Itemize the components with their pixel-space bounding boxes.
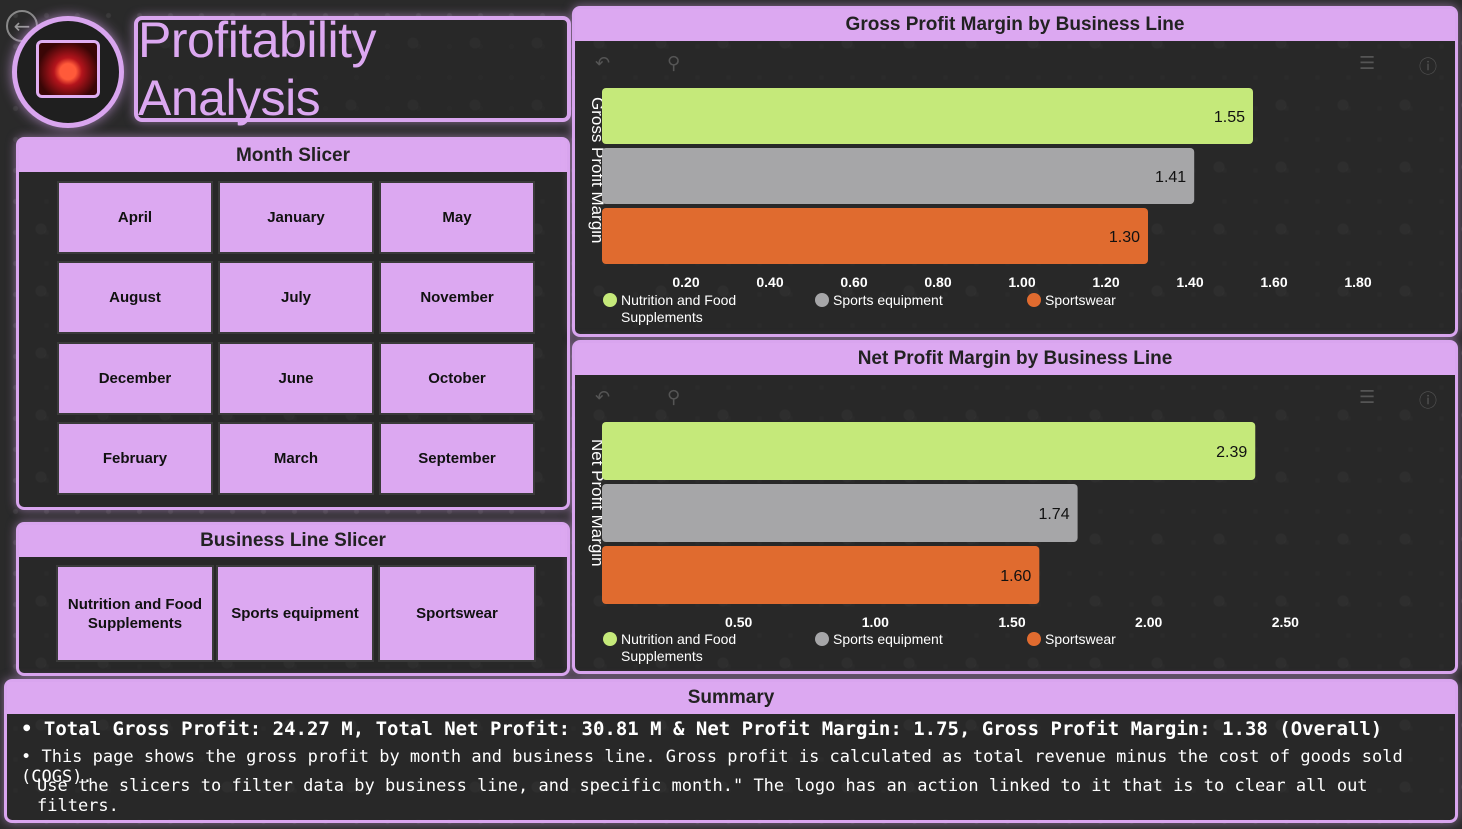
x-tick-label: 1.60 xyxy=(1260,274,1287,290)
bar-1[interactable] xyxy=(602,484,1078,542)
bar-2[interactable] xyxy=(602,208,1148,264)
net-profit-chart: Net Profit Margin by Business Line ↶ ⚲ ☰… xyxy=(572,340,1458,674)
net-profit-bars: 2.39 1.74 1.60 0.50 1.00 1.50 2.00 2.50 xyxy=(602,422,1299,630)
month-option-august[interactable]: August xyxy=(57,261,213,334)
x-tick-label: 0.60 xyxy=(840,274,867,290)
help-icon[interactable]: ⓘ xyxy=(1419,391,1437,412)
undo-icon[interactable]: ↶ xyxy=(595,53,611,74)
x-tick-label: 2.50 xyxy=(1272,614,1299,630)
business-line-slicer: Business Line Slicer Nutrition and Food … xyxy=(16,522,570,676)
legend-dot-icon xyxy=(815,293,829,307)
month-option-september[interactable]: September xyxy=(379,422,535,495)
back-arrow-icon: ← xyxy=(13,14,31,38)
business-line-option-nutrition-and-food-supplements[interactable]: Nutrition and Food Supplements xyxy=(56,565,214,662)
page-title-box: Profitability Analysis xyxy=(134,12,571,126)
month-option-october[interactable]: October xyxy=(379,342,535,415)
month-option-july[interactable]: July xyxy=(218,261,374,334)
legend-label: Sportswear xyxy=(1045,292,1116,308)
legend-dot-icon xyxy=(1027,632,1041,646)
legend-item[interactable]: Nutrition and Food Supplements xyxy=(603,631,773,667)
gross-profit-chart-title: Gross Profit Margin by Business Line xyxy=(575,9,1455,41)
summary-line-2: • This page shows the gross profit by mo… xyxy=(21,747,1403,787)
legend-item[interactable]: Sports equipment xyxy=(815,631,985,667)
legend-item[interactable]: Sports equipment xyxy=(815,292,985,328)
summary-line-3: Use the slicers to filter data by busine… xyxy=(37,776,1368,816)
business-line-option-sports-equipment[interactable]: Sports equipment xyxy=(216,565,374,662)
bar-1[interactable] xyxy=(602,148,1195,204)
month-slicer-title: Month Slicer xyxy=(19,140,567,172)
bar-value-label: 1.30 xyxy=(1109,229,1140,246)
page-title: Profitability Analysis xyxy=(138,12,377,126)
legend-item[interactable]: Nutrition and Food Supplements xyxy=(603,292,773,328)
x-tick-label: 0.20 xyxy=(672,274,699,290)
x-tick-label: 0.80 xyxy=(924,274,951,290)
list-icon[interactable]: ☰ xyxy=(1359,387,1376,408)
month-option-may[interactable]: May xyxy=(379,181,535,254)
summary-line-1: • Total Gross Profit: 24.27 M, Total Net… xyxy=(21,718,1383,740)
legend-dot-icon xyxy=(603,632,617,646)
help-icon[interactable]: ⓘ xyxy=(1419,57,1437,78)
x-tick-label: 1.50 xyxy=(998,614,1025,630)
x-tick-label: 1.20 xyxy=(1092,274,1119,290)
bar-value-label: 1.60 xyxy=(1000,568,1031,585)
gross-profit-bars: 1.55 1.41 1.30 0.20 0.40 0.60 0.80 1.00 1.20 1.40… xyxy=(602,88,1372,290)
gross-profit-chart: Gross Profit Margin by Business Line ↶ ⚲… xyxy=(572,6,1458,337)
summary-title: Summary xyxy=(7,682,1455,714)
month-slicer: Month Slicer April January May August July No… xyxy=(16,137,570,510)
bar-value-label: 1.55 xyxy=(1214,109,1245,126)
logo-button[interactable] xyxy=(12,16,124,128)
legend-label: Sports equipment xyxy=(833,292,943,308)
month-option-june[interactable]: June xyxy=(218,342,374,415)
month-option-april[interactable]: April xyxy=(57,181,213,254)
business-line-slicer-title: Business Line Slicer xyxy=(19,525,567,557)
x-tick-label: 0.40 xyxy=(756,274,783,290)
bar-value-label: 1.41 xyxy=(1155,169,1186,186)
legend-item[interactable]: Sportswear xyxy=(1027,292,1197,328)
x-tick-label: 1.80 xyxy=(1344,274,1371,290)
bar-value-label: 1.74 xyxy=(1038,506,1069,523)
x-tick-label: 0.50 xyxy=(725,614,752,630)
x-tick-label: 1.40 xyxy=(1176,274,1203,290)
month-option-march[interactable]: March xyxy=(218,422,374,495)
x-tick-label: 1.00 xyxy=(1008,274,1035,290)
x-tick-label: 1.00 xyxy=(862,614,889,630)
legend-label: Nutrition and Food Supplements xyxy=(621,631,737,664)
list-icon[interactable]: ☰ xyxy=(1359,53,1376,74)
net-profit-chart-title: Net Profit Margin by Business Line xyxy=(575,343,1455,375)
x-tick-label: 2.00 xyxy=(1135,614,1162,630)
month-option-january[interactable]: January xyxy=(218,181,374,254)
company-logo-icon xyxy=(36,40,100,98)
month-option-december[interactable]: December xyxy=(57,342,213,415)
zoom-out-icon[interactable]: ⚲ xyxy=(667,53,681,74)
month-option-november[interactable]: November xyxy=(379,261,535,334)
month-option-february[interactable]: February xyxy=(57,422,213,495)
legend-item[interactable]: Sportswear xyxy=(1027,631,1197,667)
legend-label: Nutrition and Food Supplements xyxy=(621,292,737,325)
business-line-option-sportswear[interactable]: Sportswear xyxy=(378,565,536,662)
legend-dot-icon xyxy=(1027,293,1041,307)
bar-0[interactable] xyxy=(602,88,1253,144)
legend-dot-icon xyxy=(603,293,617,307)
legend-label: Sportswear xyxy=(1045,631,1116,647)
bar-2[interactable] xyxy=(602,546,1040,604)
legend-label: Sports equipment xyxy=(833,631,943,647)
summary-panel: Summary • Total Gross Profit: 24.27 M, T… xyxy=(4,679,1458,823)
legend-dot-icon xyxy=(815,632,829,646)
undo-icon[interactable]: ↶ xyxy=(595,387,611,408)
zoom-out-icon[interactable]: ⚲ xyxy=(667,387,681,408)
bar-0[interactable] xyxy=(602,422,1256,480)
bar-value-label: 2.39 xyxy=(1216,444,1247,461)
